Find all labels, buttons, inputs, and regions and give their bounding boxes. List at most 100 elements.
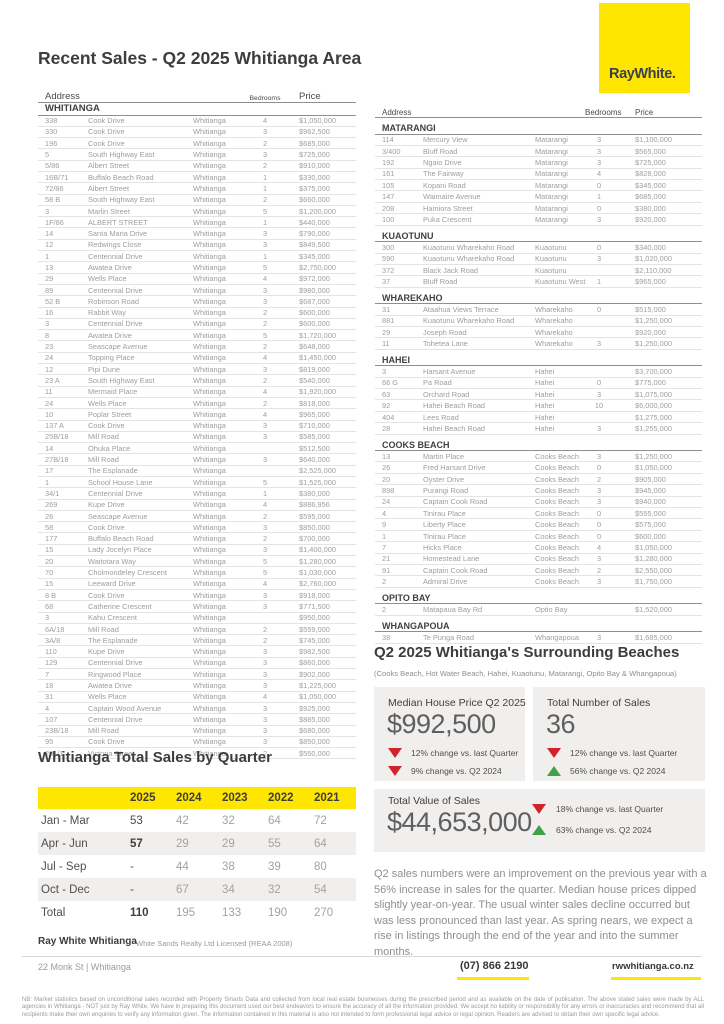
- street-number: 3A/8: [45, 635, 61, 645]
- table-row: 14 Ohuka Place Whitianga $512,500: [38, 443, 356, 455]
- section-header: WHAREKAHO: [375, 292, 702, 305]
- street-name: Kuaotunu Wharekaho Road: [423, 316, 515, 326]
- suburb: Whitianga: [193, 748, 226, 758]
- street-name: Victoria Street: [88, 748, 135, 758]
- street-number: 2: [382, 577, 387, 587]
- street-name: Waimaire Avenue: [423, 192, 481, 202]
- street-name: Ohuka Place: [88, 443, 131, 453]
- bedrooms: 2: [262, 308, 268, 318]
- price: $1,685,000: [635, 632, 672, 642]
- street-number: 1F/86: [45, 217, 64, 227]
- price: $1,400,000: [299, 545, 336, 555]
- street-name: Hamiora Street: [423, 203, 473, 213]
- suburb: Whitianga: [193, 274, 226, 284]
- triangle-down-icon: [532, 803, 546, 814]
- quarter-row: Total 110 195 133 190 270: [38, 901, 356, 924]
- change-indicator-row: 18% change vs. last Quarter: [532, 798, 663, 819]
- street-name: Tinirau Place: [423, 531, 466, 541]
- suburb: Hahei: [535, 423, 555, 433]
- bedrooms: 3: [596, 157, 602, 167]
- table-row: 3 Kahu Crescent Whitianga $950,000: [38, 613, 356, 624]
- suburb: Whitianga: [193, 116, 226, 126]
- bedrooms: 3: [262, 285, 268, 295]
- table-row: 372 Black Jack Road Kuaotunu $2,110,000: [375, 265, 702, 277]
- bedrooms: 0: [596, 508, 602, 518]
- bedrooms: 5: [262, 206, 268, 216]
- street-number: 110: [45, 647, 57, 657]
- price: $819,000: [299, 364, 330, 374]
- suburb: Matarangi: [535, 192, 568, 202]
- table-row: 208 Hamiora Street Matarangi 0 $380,000: [375, 203, 702, 215]
- street-name: Albert Street: [88, 161, 130, 171]
- bedrooms: 4: [596, 169, 602, 179]
- street-name: Centennial Drive: [88, 285, 143, 295]
- suburb: Matarangi: [535, 180, 568, 190]
- suburb: Optio Bay: [535, 604, 568, 614]
- table-row: 26 Fred Harsant Drive Cooks Beach 0 $1,050,0…: [375, 462, 702, 474]
- suburb: Whitianga: [193, 466, 226, 476]
- table-row: 100 Puka Crescent Matarangi 3 $920,000: [375, 214, 702, 226]
- table-row: 201/1 Victoria Street Whitianga 2 $550,000: [38, 748, 356, 760]
- bedrooms: 0: [596, 203, 602, 213]
- suburb: Hahei: [535, 412, 555, 422]
- price: $1,250,000: [635, 339, 672, 349]
- price: $1,280,000: [635, 554, 672, 564]
- street-name: Mermaid Place: [88, 387, 138, 397]
- bedrooms: 2: [262, 375, 268, 385]
- table-row: 3 Centennial Drive Whitianga 2 $600,000: [38, 319, 356, 331]
- street-name: Albert Street: [88, 183, 130, 193]
- street-name: Cholmondeley Crescent: [88, 568, 167, 578]
- street-name: South Highway East: [88, 195, 155, 205]
- quarter-value: 133: [222, 906, 242, 919]
- phone-link[interactable]: (07) 866 2190: [460, 960, 529, 972]
- street-number: 89: [45, 285, 54, 295]
- street-number: 24: [382, 497, 391, 507]
- price: $962,500: [299, 127, 330, 137]
- table-row: 68 Catherine Crescent Whitianga 3 $771,500: [38, 601, 356, 613]
- bedrooms: 3: [262, 296, 268, 306]
- suburb: Wharekaho: [535, 304, 573, 314]
- suburb: Whitianga: [193, 680, 226, 690]
- street-number: 3: [382, 366, 387, 376]
- footer-disclaimer: NB: Market statistics based on unconditi…: [22, 997, 704, 1018]
- bedrooms: 2: [596, 474, 602, 484]
- sales-table-header-right: Address Bedrooms Price: [375, 104, 702, 118]
- median-price-label: Median House Price Q2 2025: [388, 697, 526, 709]
- quarter-value: 195: [176, 906, 196, 919]
- table-row: 4 Captain Wood Avenue Whitianga 3 $925,000: [38, 703, 356, 715]
- price: $6,000,000: [635, 401, 672, 411]
- price: $680,000: [299, 726, 330, 736]
- table-row: 11 Tohetea Lane Wharekaho 3 $1,250,000: [375, 338, 702, 350]
- street-name: Wells Place: [88, 398, 127, 408]
- suburb: Cooks Beach: [535, 554, 579, 564]
- street-number: 70: [45, 568, 54, 578]
- street-number: 24: [45, 353, 54, 363]
- bedrooms: 3: [596, 389, 602, 399]
- suburb: Cooks Beach: [535, 577, 579, 587]
- street-number: 18: [45, 680, 54, 690]
- bedrooms: 3: [596, 554, 602, 564]
- street-name: Centennial Drive: [88, 714, 143, 724]
- price: $1,525,000: [299, 477, 336, 487]
- table-row: 1F/86 ALBERT STREET Whitianga 1 $440,000: [38, 217, 356, 229]
- street-name: Awatea Drive: [88, 330, 132, 340]
- bedrooms: 3: [596, 146, 602, 156]
- table-row: 37 Bluff Road Kuaotunu West 1 $965,000: [375, 276, 702, 288]
- price: $1,250,000: [635, 316, 672, 326]
- street-name: Kupe Drive: [88, 500, 125, 510]
- bedrooms: 4: [262, 500, 268, 510]
- bedrooms: 4: [262, 692, 268, 702]
- website-link[interactable]: rwwhitianga.co.nz: [612, 961, 694, 972]
- table-row: 24 Topping Place Whitianga 4 $1,450,000: [38, 353, 356, 365]
- suburb: Whitianga: [193, 488, 226, 498]
- bedrooms: 5: [262, 330, 268, 340]
- bedrooms: 0: [596, 531, 602, 541]
- median-price-value: $992,500: [387, 709, 496, 739]
- street-name: The Fairway: [423, 169, 464, 179]
- bedrooms: 3: [596, 423, 602, 433]
- price: $745,000: [299, 635, 330, 645]
- price: $965,000: [299, 409, 330, 419]
- bedrooms: 0: [596, 520, 602, 530]
- street-number: 68: [45, 601, 54, 611]
- street-number: 11: [45, 387, 53, 397]
